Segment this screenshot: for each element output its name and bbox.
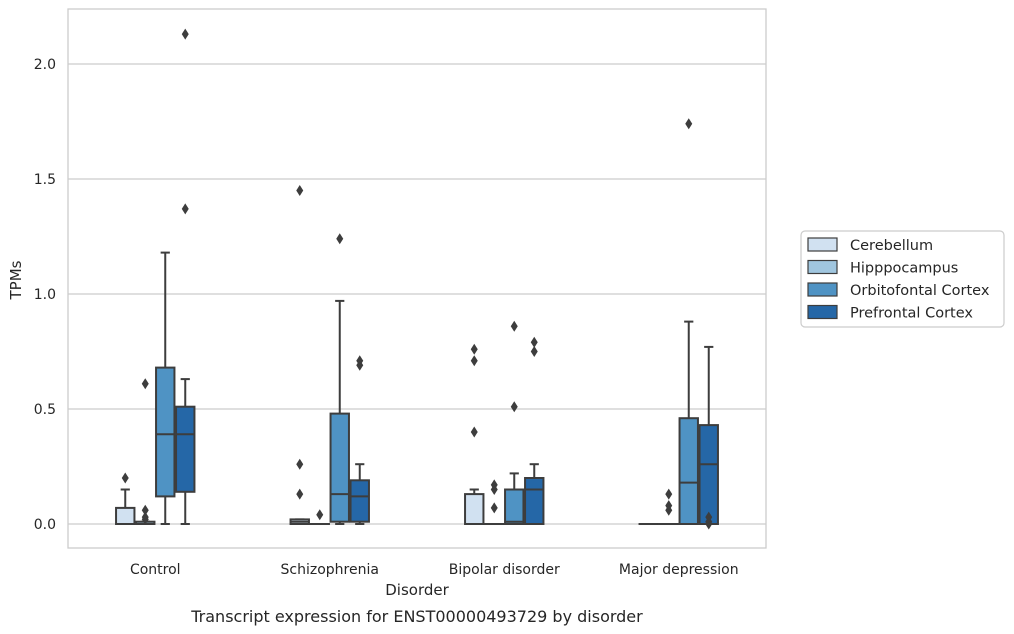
outlier-point: [181, 28, 189, 40]
outlier-point: [336, 233, 344, 245]
outlier-point: [141, 378, 149, 390]
outlier-point: [470, 355, 478, 367]
box-hipppocampus: [484, 479, 505, 526]
y-axis-label: TPMs: [7, 260, 25, 300]
plot-frame: [67, 8, 767, 549]
box-cerebellum: [289, 185, 310, 526]
box-iqr: [115, 506, 136, 525]
box-hipppocampus: [309, 509, 330, 526]
outlier-point: [470, 343, 478, 355]
y-tick-label: 2.0: [34, 57, 56, 73]
box-iqr: [524, 477, 545, 525]
outlier-point: [490, 479, 498, 491]
box-orbitofontal-cortex: [155, 251, 176, 525]
legend: Cerebellum Hipppocampus Orbitofontal Corte…: [800, 230, 1005, 328]
legend-swatch: [807, 259, 838, 275]
x-axis-label: Disorder: [385, 581, 449, 599]
outlier-point: [296, 488, 304, 500]
legend-swatch: [807, 304, 838, 320]
legend-swatch: [807, 282, 838, 297]
legend-label: Cerebellum: [850, 238, 933, 254]
box-iqr: [678, 417, 699, 526]
outlier-point: [296, 185, 304, 196]
y-tick-label: 0.5: [34, 402, 56, 418]
x-tick-label: Control: [130, 562, 181, 578]
outlier-point: [530, 336, 538, 348]
box-iqr: [155, 366, 176, 498]
box-cerebellum: [464, 343, 485, 526]
legend-frame: [800, 230, 1005, 328]
outlier-point: [510, 320, 518, 332]
legend-swatch: [807, 237, 838, 252]
x-axis-ticks: Control Schizophrenia Bipolar disorder Majo…: [130, 562, 739, 578]
legend-label: Prefrontal Cortex: [850, 306, 973, 322]
box-hipppocampus: [658, 488, 679, 526]
box-hipppocampus: [135, 378, 156, 526]
outlier-point: [141, 504, 149, 516]
x-tick-label: Bipolar disorder: [449, 562, 560, 578]
box-iqr: [464, 493, 485, 526]
box-iqr: [175, 405, 196, 493]
box-iqr: [329, 412, 350, 523]
box-orbitofontal-cortex: [504, 320, 525, 525]
outlier-point: [665, 500, 673, 512]
box-orbitofontal-cortex: [678, 118, 699, 526]
outlier-point: [470, 426, 478, 438]
box-orbitofontal-cortex: [329, 233, 350, 525]
y-tick-label: 1.5: [34, 172, 56, 188]
legend-label: Orbitofontal Cortex: [850, 283, 990, 299]
legend-label: Hipppocampus: [850, 261, 958, 277]
box-iqr: [698, 424, 719, 526]
box-cerebellum: [115, 472, 136, 525]
outlier-point: [510, 401, 518, 413]
outlier-point: [530, 346, 538, 357]
x-tick-label: Schizophrenia: [281, 562, 379, 578]
box-iqr: [504, 488, 525, 525]
outlier-point: [490, 502, 498, 514]
outlier-point: [181, 203, 189, 215]
outlier-point: [121, 472, 129, 484]
box-prefrontal-cortex: [698, 345, 719, 530]
outlier-point: [665, 488, 673, 500]
outlier-point: [296, 458, 304, 470]
box-iqr: [349, 479, 370, 523]
outlier-point: [141, 511, 149, 523]
box-prefrontal-cortex: [524, 336, 545, 525]
y-tick-label: 0.0: [34, 517, 56, 533]
y-tick-label: 1.0: [34, 287, 56, 303]
x-tick-label: Major depression: [619, 562, 739, 578]
chart-title: Transcript expression for ENST0000049372…: [190, 607, 643, 626]
box-prefrontal-cortex: [175, 28, 196, 525]
box-prefrontal-cortex: [349, 355, 370, 525]
outlier-point: [316, 509, 324, 521]
box-plot-area: [115, 28, 719, 530]
outlier-point: [356, 355, 364, 367]
outlier-point: [685, 118, 693, 130]
outlier-point: [705, 511, 713, 523]
y-axis-ticks: 0.0 0.5 1.0 1.5 2.0: [34, 57, 56, 533]
